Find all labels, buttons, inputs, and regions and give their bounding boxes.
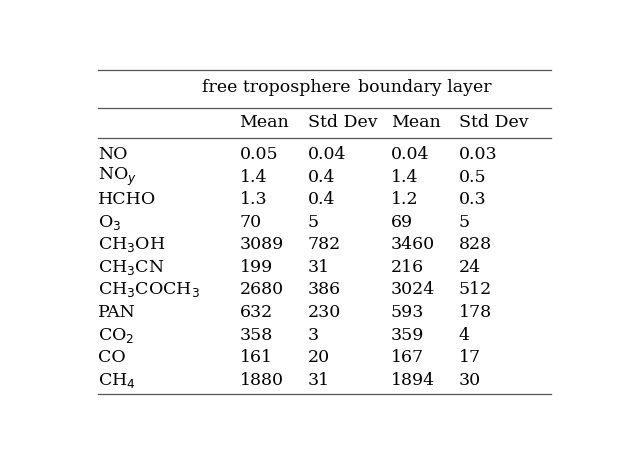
Text: 230: 230 (308, 304, 341, 321)
Text: 31: 31 (308, 259, 330, 276)
Text: 0.5: 0.5 (459, 169, 486, 186)
Text: 69: 69 (391, 214, 413, 231)
Text: 828: 828 (459, 236, 492, 253)
Text: 3024: 3024 (391, 281, 435, 299)
Text: 632: 632 (240, 304, 273, 321)
Text: 1.4: 1.4 (391, 169, 418, 186)
Text: 0.4: 0.4 (308, 169, 335, 186)
Text: 161: 161 (240, 349, 272, 366)
Text: 3: 3 (308, 326, 319, 344)
Text: CH$_3$COCH$_3$: CH$_3$COCH$_3$ (98, 280, 200, 299)
Text: CH$_4$: CH$_4$ (98, 371, 136, 390)
Text: 167: 167 (391, 349, 424, 366)
Text: Std Dev: Std Dev (459, 114, 528, 131)
Text: 2680: 2680 (240, 281, 284, 299)
Text: boundary layer: boundary layer (358, 79, 491, 96)
Text: CH$_3$CN: CH$_3$CN (98, 258, 165, 277)
Text: NO$_y$: NO$_y$ (98, 166, 137, 188)
Text: 0.04: 0.04 (391, 146, 429, 163)
Text: 0.3: 0.3 (459, 191, 486, 208)
Text: 31: 31 (308, 372, 330, 389)
Text: Std Dev: Std Dev (308, 114, 377, 131)
Text: NO: NO (98, 146, 128, 163)
Text: 593: 593 (391, 304, 424, 321)
Text: 24: 24 (459, 259, 481, 276)
Text: PAN: PAN (98, 304, 136, 321)
Text: 386: 386 (308, 281, 341, 299)
Text: 358: 358 (240, 326, 273, 344)
Text: 1.2: 1.2 (391, 191, 418, 208)
Text: 0.05: 0.05 (240, 146, 278, 163)
Text: CH$_3$OH: CH$_3$OH (98, 235, 165, 254)
Text: O$_3$: O$_3$ (98, 213, 121, 232)
Text: 1.3: 1.3 (240, 191, 267, 208)
Text: 30: 30 (459, 372, 481, 389)
Text: 5: 5 (308, 214, 319, 231)
Text: 1.4: 1.4 (240, 169, 267, 186)
Text: 5: 5 (459, 214, 470, 231)
Text: 20: 20 (308, 349, 330, 366)
Text: 3089: 3089 (240, 236, 284, 253)
Text: 782: 782 (308, 236, 341, 253)
Text: 178: 178 (459, 304, 492, 321)
Text: 216: 216 (391, 259, 424, 276)
Text: 4: 4 (459, 326, 470, 344)
Text: 359: 359 (391, 326, 424, 344)
Text: 512: 512 (459, 281, 492, 299)
Text: Mean: Mean (240, 114, 289, 131)
Text: free troposphere: free troposphere (202, 79, 350, 96)
Text: Mean: Mean (391, 114, 440, 131)
Text: CO: CO (98, 349, 126, 366)
Text: 0.4: 0.4 (308, 191, 335, 208)
Text: 3460: 3460 (391, 236, 435, 253)
Text: 1880: 1880 (240, 372, 284, 389)
Text: 70: 70 (240, 214, 262, 231)
Text: 17: 17 (459, 349, 481, 366)
Text: 0.03: 0.03 (459, 146, 498, 163)
Text: CO$_2$: CO$_2$ (98, 326, 135, 345)
Text: 0.04: 0.04 (308, 146, 346, 163)
Text: 199: 199 (240, 259, 273, 276)
Text: 1894: 1894 (391, 372, 435, 389)
Text: HCHO: HCHO (98, 191, 157, 208)
